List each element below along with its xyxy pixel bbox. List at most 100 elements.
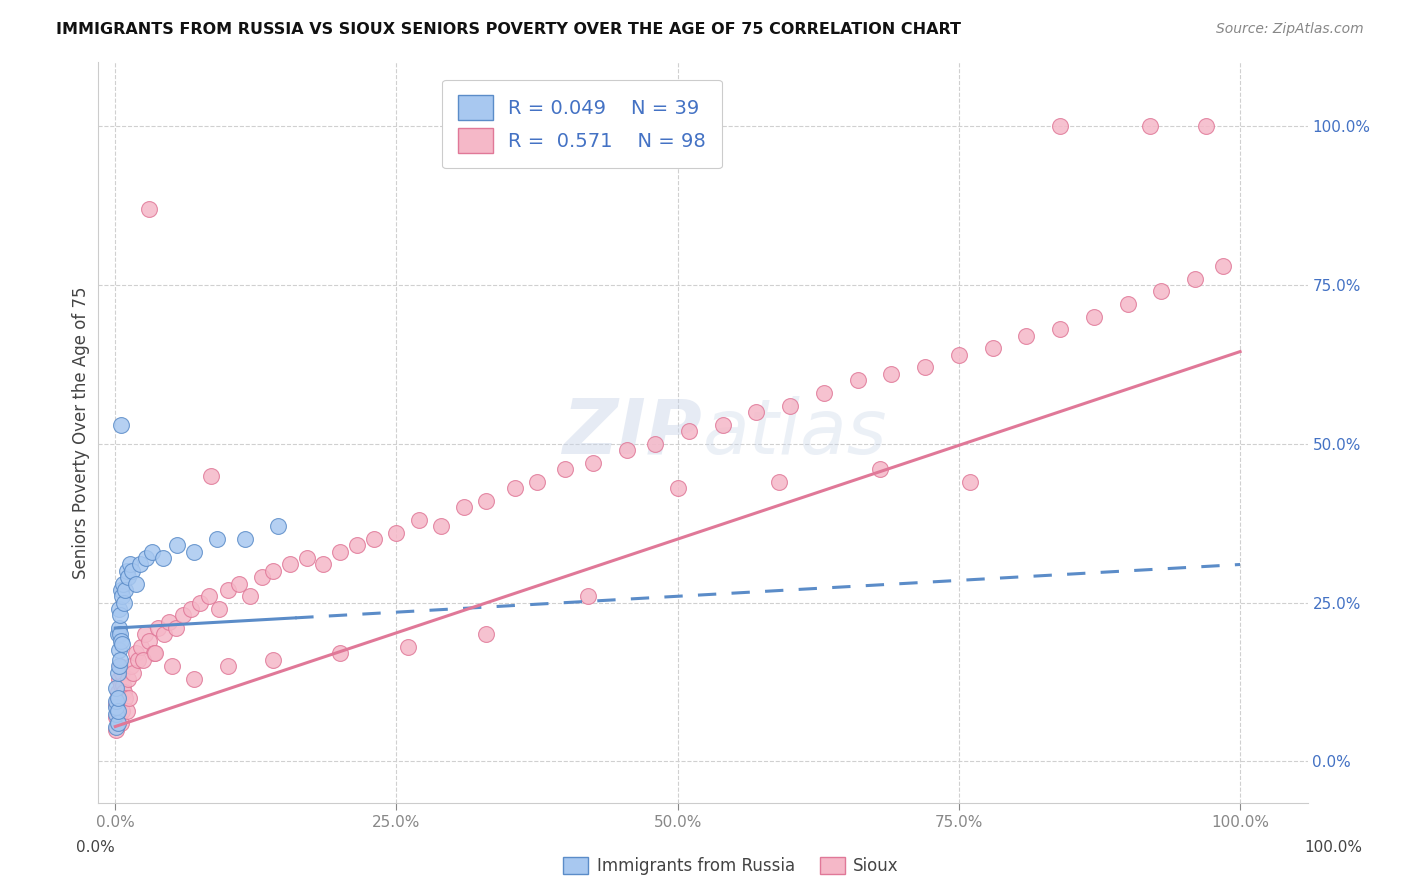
Point (183, 545, 205, 559)
Point (112, 684, 135, 698)
Point (363, 532, 385, 546)
Point (105, 694, 128, 708)
Point (959, 475, 981, 489)
Point (768, 475, 790, 489)
Point (141, 545, 163, 559)
Point (396, 640, 419, 654)
Point (582, 456, 605, 470)
Point (114, 690, 136, 705)
Point (107, 643, 129, 657)
Point (107, 621, 129, 635)
Point (118, 558, 141, 572)
Point (1015, 328, 1038, 343)
Point (108, 627, 131, 641)
Point (108, 653, 131, 667)
Point (120, 659, 142, 673)
Text: ZIP: ZIP (564, 396, 703, 469)
Point (105, 723, 128, 737)
Point (869, 462, 891, 476)
Point (914, 360, 936, 375)
Point (1139, 119, 1161, 133)
Point (110, 582, 132, 597)
Point (233, 532, 256, 546)
Point (228, 576, 250, 591)
Point (129, 640, 152, 654)
Point (666, 481, 689, 495)
Point (152, 551, 174, 566)
Point (430, 519, 453, 533)
Point (146, 621, 169, 635)
Point (554, 462, 576, 476)
Point (880, 367, 903, 381)
Point (239, 589, 262, 603)
Text: IMMIGRANTS FROM RUSSIA VS SIOUX SENIORS POVERTY OVER THE AGE OF 75 CORRELATION C: IMMIGRANTS FROM RUSSIA VS SIOUX SENIORS … (56, 22, 962, 37)
Point (118, 690, 141, 705)
Point (1049, 119, 1071, 133)
Legend: R = 0.049    N = 39, R =  0.571    N = 98: R = 0.049 N = 39, R = 0.571 N = 98 (443, 79, 721, 169)
Text: 100.0%: 100.0% (1303, 840, 1362, 855)
Point (115, 564, 138, 578)
Point (111, 665, 134, 680)
Point (111, 704, 134, 718)
Point (107, 602, 129, 616)
Point (453, 500, 475, 515)
Point (115, 704, 138, 718)
Point (166, 538, 188, 552)
Point (208, 602, 231, 616)
Point (312, 558, 335, 572)
Point (183, 672, 205, 686)
Point (107, 627, 129, 641)
Point (134, 627, 156, 641)
Point (143, 647, 166, 661)
Point (107, 672, 129, 686)
Point (124, 576, 146, 591)
Point (217, 659, 239, 673)
Point (503, 481, 526, 495)
Point (346, 538, 368, 552)
Point (107, 665, 129, 680)
Point (152, 627, 174, 641)
Point (105, 698, 128, 712)
Point (111, 637, 134, 651)
Point (138, 633, 160, 648)
Point (165, 621, 187, 635)
Point (813, 385, 835, 400)
Point (278, 558, 301, 572)
Point (105, 706, 128, 721)
Point (138, 202, 160, 216)
Point (172, 608, 194, 623)
Point (217, 582, 239, 597)
Point (121, 564, 143, 578)
Point (107, 684, 129, 698)
Point (112, 678, 135, 692)
Point (180, 602, 202, 616)
Point (107, 716, 129, 731)
Point (1116, 297, 1139, 311)
Point (112, 576, 135, 591)
Text: Source: ZipAtlas.com: Source: ZipAtlas.com (1216, 22, 1364, 37)
Point (408, 513, 430, 527)
Point (250, 570, 273, 584)
Point (576, 589, 599, 603)
Point (112, 596, 135, 610)
Point (160, 659, 183, 673)
Point (132, 653, 155, 667)
Point (526, 475, 548, 489)
Point (117, 570, 139, 584)
Point (142, 647, 165, 661)
Point (107, 659, 129, 673)
Point (105, 720, 128, 734)
Point (110, 716, 132, 731)
Text: 0.0%: 0.0% (76, 840, 115, 855)
Point (111, 589, 134, 603)
Point (105, 710, 128, 724)
Point (1150, 284, 1173, 298)
Point (267, 519, 290, 533)
Point (105, 700, 128, 714)
Point (1212, 259, 1234, 273)
Point (262, 564, 284, 578)
Point (105, 681, 128, 696)
Point (616, 443, 638, 458)
Point (385, 525, 408, 540)
Point (108, 690, 131, 705)
